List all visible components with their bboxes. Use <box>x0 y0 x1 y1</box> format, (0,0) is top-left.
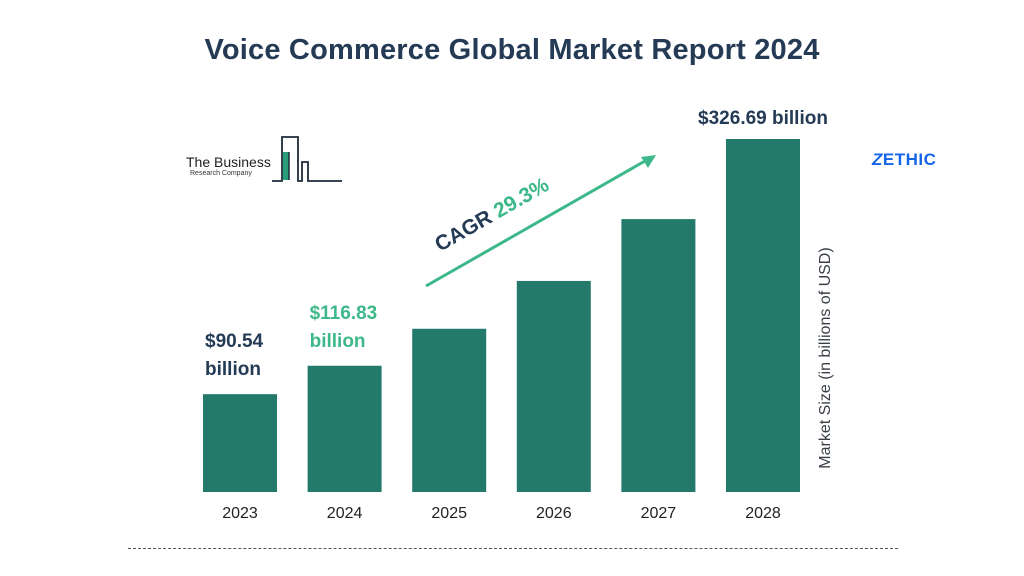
bar-2027 <box>621 219 696 492</box>
x-tick-label-2028: 2028 <box>745 505 781 522</box>
logo-line2: Research Company <box>190 170 252 177</box>
data-label-2024-unit: billion <box>310 331 366 352</box>
bar-2023 <box>203 394 277 492</box>
cagr-arrow-head-icon <box>641 155 656 168</box>
cagr-arrow-line <box>425 159 646 288</box>
bar-2025 <box>412 328 487 492</box>
x-tick-label-2026: 2026 <box>536 505 572 522</box>
business-research-logo: The Business Research Company <box>186 134 346 184</box>
bar-2028 <box>726 139 800 492</box>
bar-2024 <box>307 365 382 492</box>
cagr-value: 29.3% <box>490 173 553 223</box>
chart-title: Voice Commerce Global Market Report 2024 <box>204 34 820 66</box>
bar-2026 <box>516 280 591 492</box>
logo-line1: The Business <box>186 154 271 170</box>
x-tick-label-2025: 2025 <box>431 505 467 522</box>
city-bars-icon <box>272 136 342 182</box>
data-label-2024: $116.83 <box>310 303 378 324</box>
data-label-2028: $326.69 billion <box>698 108 828 129</box>
bottom-divider <box>128 548 898 549</box>
zethic-text: ETHIC <box>882 150 937 169</box>
data-label-2023: $90.54 <box>205 331 264 352</box>
x-tick-label-2027: 2027 <box>641 505 677 522</box>
y-axis-label: Market Size (in billions of USD) <box>817 247 834 469</box>
data-label-2023-unit: billion <box>205 359 261 380</box>
x-tick-label-2023: 2023 <box>222 505 258 522</box>
x-tick-label-2024: 2024 <box>327 505 363 522</box>
cagr-text: CAGR 29.3% <box>431 173 553 256</box>
zethic-mark: Z <box>872 150 883 169</box>
zethic-logo: ZETHIC <box>872 150 936 170</box>
cagr-annotation: CAGR 29.3% <box>431 173 553 256</box>
